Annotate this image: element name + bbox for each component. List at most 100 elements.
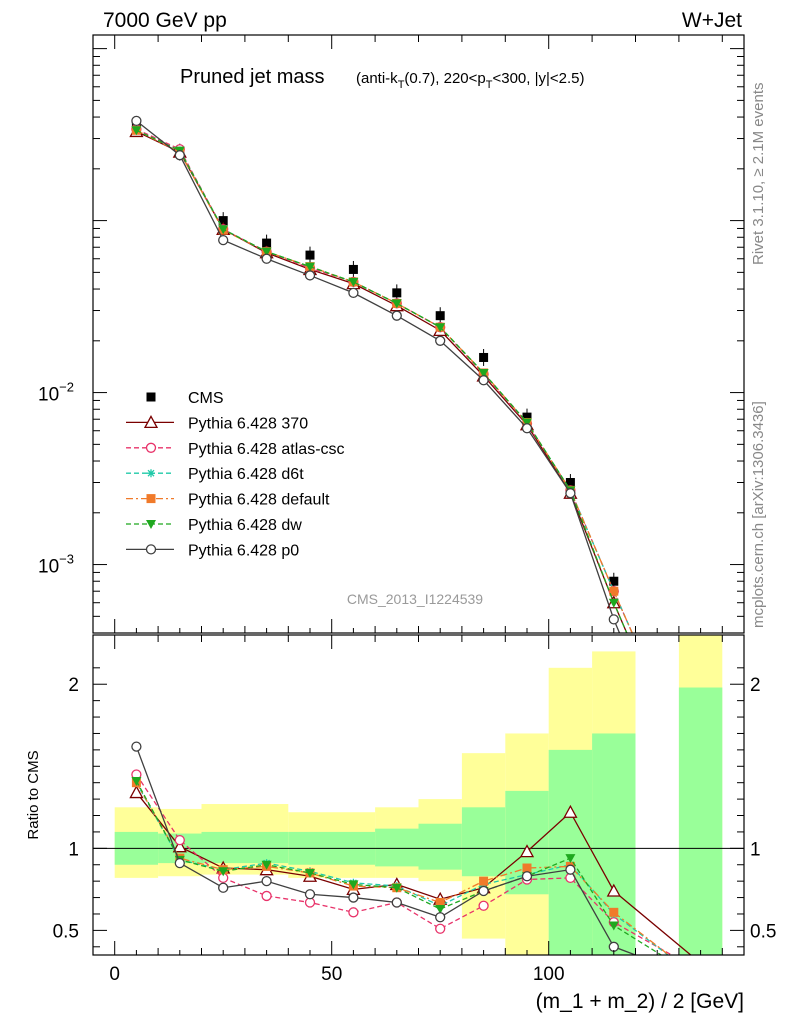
ytick-label-main-1: 10−3 <box>38 552 74 578</box>
ratio-point-5-7 <box>435 912 446 923</box>
ratio-point-0-9 <box>519 844 535 858</box>
legend-label-2: Pythia 6.428 atlas-csc <box>188 441 345 458</box>
x-axis-label: (m_1 + m_2) / 2 [GeV] <box>536 990 744 1013</box>
energy-label: 7000 GeV pp <box>103 9 227 32</box>
main-point-0-7 <box>435 311 445 321</box>
ratio-point-4-4 <box>305 868 315 878</box>
ratio-point-5-3 <box>261 876 272 887</box>
legend-entry-3: Pythia 6.428 d6t <box>126 466 304 483</box>
main-series-group <box>129 115 633 633</box>
ytick-label-main-base-1: 10 <box>38 557 59 578</box>
ratio-point-1-8 <box>478 900 489 911</box>
ratio-series-group <box>129 741 692 955</box>
ytick-label-right-0.5: 0.5 <box>750 921 776 942</box>
main-point-5-6 <box>391 299 402 309</box>
ytick-label-right-1: 1 <box>750 839 761 860</box>
main-point-6-9 <box>521 423 533 434</box>
legend-marker-3 <box>147 469 155 478</box>
ratio-point-0-10 <box>563 804 578 818</box>
rivet-version-label: Rivet 3.1.10, ≥ 2.1M events <box>750 83 767 266</box>
legend-label-6: Pythia 6.428 p0 <box>188 542 299 559</box>
legend-label-3: Pythia 6.428 d6t <box>188 466 304 483</box>
subtitle-sub-1: T <box>486 79 493 91</box>
ratio-point-5-10 <box>565 864 576 875</box>
chart-title: Pruned jet mass <box>180 66 325 88</box>
legend-marker-0 <box>146 392 156 402</box>
legend-label-1: Pythia 6.428 370 <box>188 415 308 432</box>
main-point-0-3 <box>262 238 272 248</box>
band-green-4 <box>375 828 419 867</box>
main-point-0-11 <box>609 576 619 586</box>
main-point-5-7 <box>435 323 446 333</box>
main-point-6-10 <box>565 488 576 499</box>
chart-title-main: Pruned jet mass <box>180 66 325 88</box>
legend-entry-6: Pythia 6.428 p0 <box>126 542 299 559</box>
xtick-label-100: 100 <box>533 964 565 985</box>
subtitle-sub-0: T <box>398 79 405 91</box>
ratio-point-4-7 <box>435 905 446 915</box>
band-green-5 <box>418 823 462 870</box>
ratio-point-4-6 <box>391 883 402 893</box>
main-point-0-10 <box>565 478 575 488</box>
ratio-point-5-2 <box>218 882 229 893</box>
ratio-point-4-5 <box>348 880 359 890</box>
main-point-5-3 <box>261 247 272 257</box>
ratio-point-5-0 <box>131 741 142 752</box>
main-series-0 <box>131 116 619 590</box>
legend-label-5: Pythia 6.428 dw <box>188 517 302 534</box>
main-point-6-11 <box>608 614 619 625</box>
main-point-6-6 <box>391 310 402 321</box>
legend-marker-1 <box>143 415 159 429</box>
legend-entry-0: CMS <box>146 390 224 407</box>
y-axis-label-ratio: Ratio to CMS <box>25 750 42 839</box>
chart-subtitle: (anti-kT(0.7), 220<pT<300, |y|<2.5) <box>356 70 585 91</box>
main-point-5-0 <box>131 126 142 136</box>
main-point-5-11 <box>608 598 619 608</box>
ratio-point-5-5 <box>348 892 359 903</box>
ratio-point-4-3 <box>261 860 272 870</box>
legend-entry-1: Pythia 6.428 370 <box>126 415 308 432</box>
ytick-label-main-exp-1: −3 <box>59 552 74 567</box>
ratio-point-0-1 <box>172 839 187 853</box>
main-point-6-8 <box>478 375 489 386</box>
xtick-label-0: 0 <box>109 964 120 985</box>
ratio-point-4-2 <box>218 867 229 877</box>
main-point-0-4 <box>305 250 315 260</box>
main-point-4-11 <box>609 586 619 596</box>
xtick-label-50: 50 <box>321 964 342 985</box>
main-point-6-5 <box>348 287 359 299</box>
ratio-point-1-7 <box>435 923 446 934</box>
ytick-label-main-0: 10−2 <box>38 380 74 406</box>
legend-entry-2: Pythia 6.428 atlas-csc <box>126 441 345 458</box>
subtitle-part-0: (anti-k <box>356 70 398 87</box>
legend-marker-4 <box>146 494 156 504</box>
main-point-0-6 <box>392 288 402 298</box>
ratio-point-0-0 <box>129 785 144 799</box>
axis-ticks <box>93 35 745 955</box>
main-point-0-8 <box>479 352 489 362</box>
ratio-point-5-9 <box>521 871 533 882</box>
band-green-8 <box>548 749 593 955</box>
main-point-5-2 <box>218 225 229 235</box>
ratio-panel-frame <box>92 634 745 956</box>
ratio-point-4-0 <box>131 777 142 787</box>
main-point-6-4 <box>304 270 316 281</box>
main-point-0-9 <box>522 412 532 422</box>
main-series-6 <box>131 115 621 633</box>
main-point-6-7 <box>435 335 446 346</box>
main-point-5-9 <box>522 418 532 428</box>
main-point-6-0 <box>131 115 142 127</box>
ytick-label-left-1: 1 <box>68 839 79 860</box>
ratio-point-1-3 <box>261 890 272 902</box>
main-point-6-1 <box>174 150 185 161</box>
ratio-point-5-1 <box>174 857 185 869</box>
band-green-2 <box>201 831 289 864</box>
band-green-10 <box>678 687 723 955</box>
subtitle-part-2: (0.7), 220<p <box>404 70 485 87</box>
ratio-point-1-5 <box>348 907 359 918</box>
legend-entry-4: Pythia 6.428 default <box>126 492 330 509</box>
ytick-label-left-0.5: 0.5 <box>53 921 79 942</box>
ytick-label-main-base-0: 10 <box>38 385 59 406</box>
